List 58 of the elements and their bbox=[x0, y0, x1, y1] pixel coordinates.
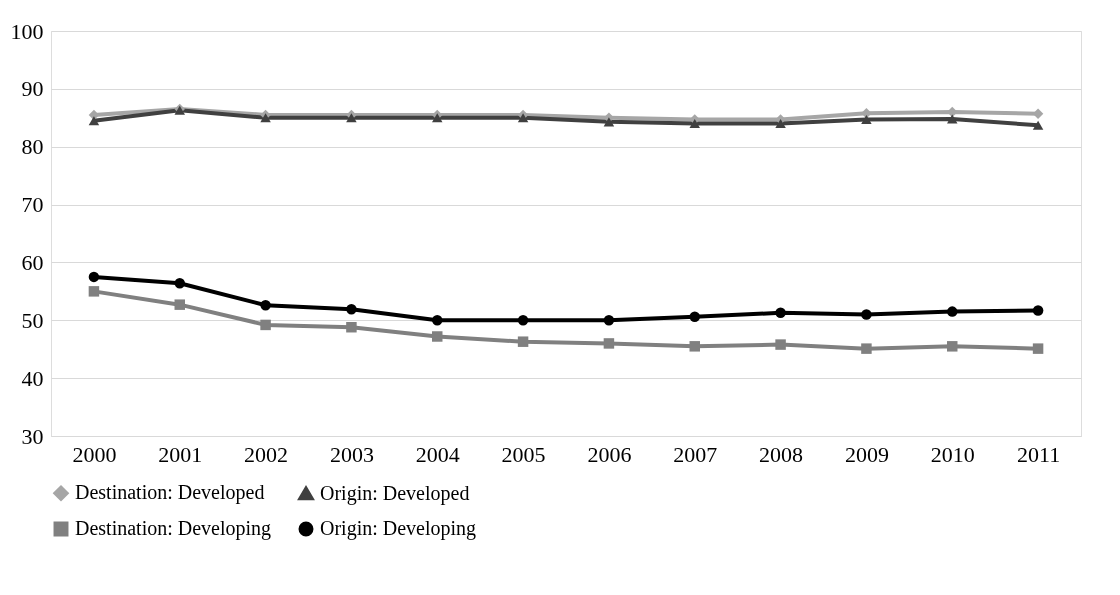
point bbox=[432, 113, 443, 123]
x-tick-label: 2005 bbox=[501, 441, 546, 467]
x-tick-label: 2006 bbox=[587, 441, 632, 467]
point bbox=[603, 338, 615, 349]
y-tick-label: 30 bbox=[21, 423, 44, 449]
point bbox=[947, 341, 958, 352]
point bbox=[174, 278, 185, 289]
point bbox=[689, 341, 700, 352]
x-tick-label: 2007 bbox=[673, 441, 718, 467]
point bbox=[346, 304, 357, 315]
point bbox=[775, 119, 786, 129]
point bbox=[88, 286, 100, 297]
point bbox=[432, 315, 443, 326]
point bbox=[517, 113, 529, 123]
y-tick-label: 70 bbox=[21, 192, 44, 218]
point bbox=[260, 300, 271, 311]
point bbox=[947, 306, 958, 317]
y-tick-label: 60 bbox=[21, 249, 44, 275]
y-tick-label: 50 bbox=[21, 307, 44, 333]
point bbox=[861, 309, 872, 320]
y-tick-label: 40 bbox=[21, 365, 44, 391]
point bbox=[689, 311, 700, 323]
y-tick-label: 80 bbox=[21, 134, 44, 160]
point bbox=[861, 114, 872, 125]
legend-label: Origin: Developed bbox=[320, 481, 470, 505]
x-tick-label: 2011 bbox=[1016, 441, 1061, 467]
y-tick-label: 90 bbox=[21, 76, 44, 102]
point bbox=[432, 331, 443, 342]
point bbox=[603, 117, 615, 127]
point bbox=[517, 315, 529, 326]
point bbox=[346, 321, 357, 333]
x-tick-label: 2004 bbox=[415, 441, 460, 467]
point bbox=[689, 119, 700, 129]
legend-label: Origin: Developing bbox=[320, 517, 477, 540]
point bbox=[174, 299, 185, 310]
x-tick-label: 2009 bbox=[844, 441, 889, 467]
x-tick-label: 2002 bbox=[244, 441, 289, 467]
x-tick-label: 2010 bbox=[930, 441, 975, 467]
point bbox=[88, 116, 100, 126]
x-tick-label: 2008 bbox=[759, 441, 804, 467]
point bbox=[260, 319, 271, 331]
point bbox=[260, 113, 271, 123]
point bbox=[517, 336, 529, 347]
point bbox=[1032, 305, 1044, 316]
point bbox=[775, 339, 786, 350]
point bbox=[603, 315, 615, 326]
legend-label: Destination: Developed bbox=[75, 481, 265, 505]
x-tick-label: 2003 bbox=[329, 441, 374, 467]
point bbox=[861, 343, 872, 354]
point bbox=[1032, 120, 1044, 130]
point bbox=[1032, 343, 1044, 354]
x-tick-label: 2001 bbox=[158, 441, 203, 467]
x-tick-label: 2000 bbox=[72, 441, 117, 467]
legend-label: Destination: Developing bbox=[75, 517, 272, 540]
point bbox=[88, 271, 100, 283]
point bbox=[775, 307, 786, 318]
y-tick-label: 100 bbox=[10, 18, 44, 44]
point bbox=[346, 113, 357, 123]
